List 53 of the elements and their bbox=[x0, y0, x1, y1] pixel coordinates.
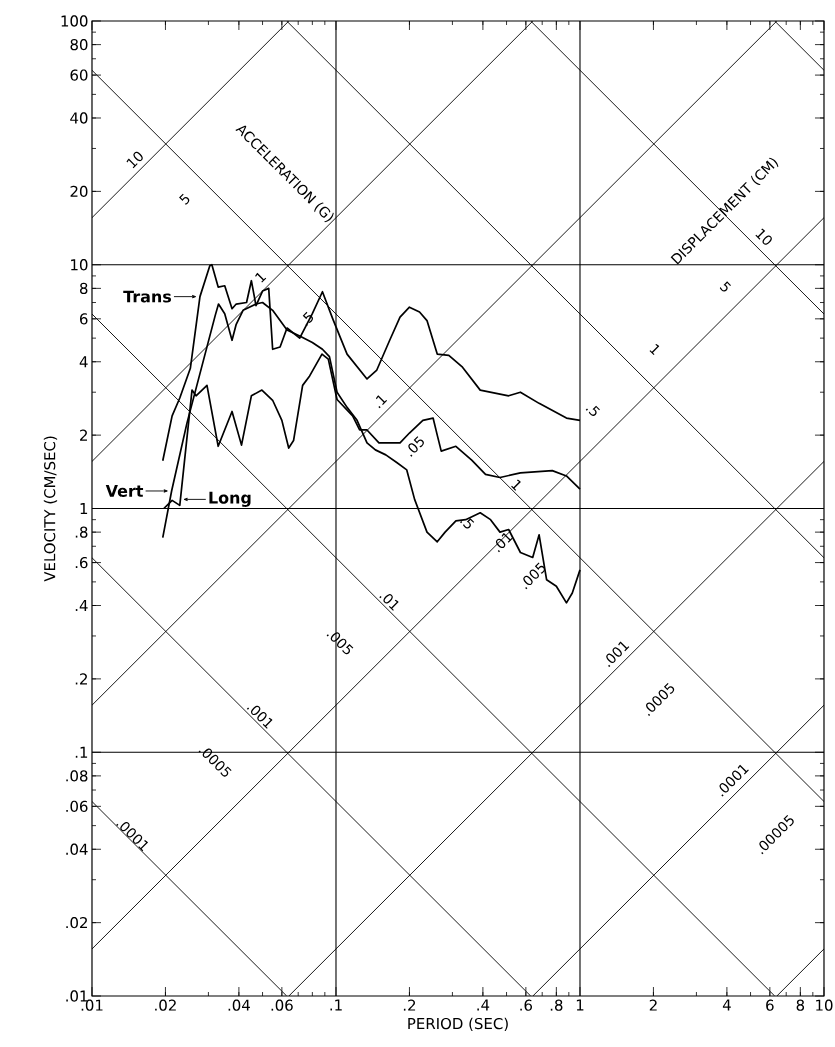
x-tick-label: .1 bbox=[330, 999, 342, 1011]
y-tick-label: 1 bbox=[80, 503, 88, 514]
annotation: 1 bbox=[511, 479, 521, 491]
annotation: .5 bbox=[585, 405, 600, 416]
y-tick-label: 20 bbox=[70, 185, 88, 198]
y-tick-label: 60 bbox=[70, 69, 88, 81]
y-tick-label: .8 bbox=[75, 526, 88, 538]
annotation: 1 bbox=[255, 272, 267, 283]
x-tick-label: 1 bbox=[576, 999, 584, 1011]
y-tick-label: 2 bbox=[80, 429, 87, 441]
series-label: Vert bbox=[105, 485, 144, 497]
legend-label: Long bbox=[209, 491, 251, 507]
annotation: 5 bbox=[719, 281, 731, 292]
annotation: 10 bbox=[126, 151, 143, 169]
y-tick-label: .08 bbox=[66, 770, 88, 782]
y-tick-label: 8 bbox=[79, 282, 88, 295]
annotation: .1 bbox=[375, 395, 388, 409]
y-tick-label: 10 bbox=[71, 259, 88, 271]
x-tick-label: .06 bbox=[271, 999, 293, 1011]
y-tick-label: 40 bbox=[70, 112, 88, 124]
y-axis-title: VELOCITY (CM/SEC) bbox=[43, 436, 58, 582]
annotation: 10 bbox=[755, 228, 772, 245]
x-tick-label: 4 bbox=[722, 999, 731, 1011]
x-tick-label: .4 bbox=[477, 999, 490, 1011]
x-axis-title: PERIOD (SEC) bbox=[408, 1017, 508, 1031]
y-tick-label: 100 bbox=[61, 15, 88, 27]
x-tick-label: .02 bbox=[155, 999, 176, 1011]
y-tick-label: .2 bbox=[75, 673, 87, 685]
annotation: .05 bbox=[408, 436, 424, 457]
x-tick-label: 2 bbox=[649, 999, 657, 1011]
annotation: 1 bbox=[649, 343, 660, 356]
x-tick-label: .2 bbox=[403, 999, 416, 1011]
x-tick-label: 10 bbox=[816, 999, 833, 1011]
x-tick-label: .6 bbox=[520, 999, 533, 1011]
x-tick-label: .04 bbox=[228, 999, 250, 1011]
x-tick-label: 6 bbox=[766, 999, 774, 1011]
y-tick-label: .02 bbox=[66, 916, 87, 929]
annotation: .5 bbox=[460, 518, 475, 529]
y-tick-label: .4 bbox=[75, 600, 88, 611]
y-tick-label: .06 bbox=[66, 800, 88, 812]
y-tick-label: .04 bbox=[66, 843, 88, 855]
y-tick-label: .1 bbox=[75, 746, 88, 758]
annotation: .01 bbox=[379, 594, 399, 611]
x-tick-label: 8 bbox=[796, 999, 805, 1011]
annotation: .005 bbox=[326, 632, 354, 655]
y-tick-label: 80 bbox=[70, 38, 88, 51]
annotation: .01 bbox=[495, 532, 513, 553]
legend-label: Trans bbox=[123, 290, 172, 303]
y-tick-label: .6 bbox=[75, 556, 88, 569]
x-tick-label: .8 bbox=[550, 999, 563, 1011]
annotation: 5 bbox=[179, 193, 190, 205]
y-tick-label: 6 bbox=[80, 313, 88, 325]
y-tick-label: 4 bbox=[79, 356, 88, 368]
